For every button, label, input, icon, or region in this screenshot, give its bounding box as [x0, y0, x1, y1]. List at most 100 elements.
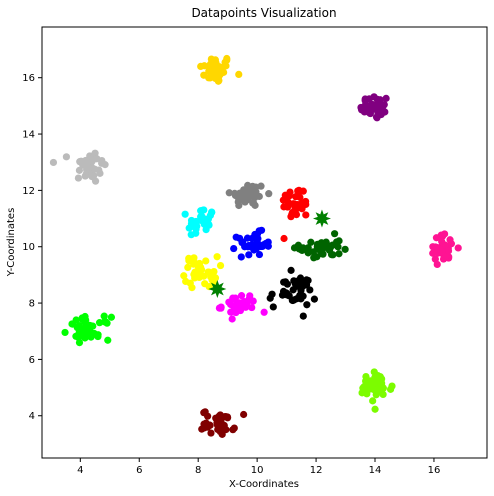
data-point [374, 100, 382, 109]
data-point [248, 303, 256, 312]
data-point [78, 314, 86, 322]
data-point [286, 188, 294, 196]
data-point [206, 60, 214, 69]
y-tick-label: 6 [29, 355, 35, 366]
data-point [307, 238, 315, 246]
data-point [228, 315, 236, 323]
data-point [215, 77, 223, 85]
data-point [95, 166, 103, 174]
data-point [250, 190, 258, 198]
data-point [322, 238, 330, 246]
x-tick-label: 10 [251, 465, 264, 476]
x-tick-label: 14 [369, 465, 382, 476]
data-point [283, 194, 291, 203]
plot-area [49, 54, 462, 438]
y-tick-label: 16 [22, 73, 35, 84]
data-point [433, 260, 441, 269]
data-point [309, 248, 318, 256]
plot-frame [41, 26, 488, 459]
data-point [283, 202, 291, 211]
data-point [213, 70, 221, 78]
data-point [215, 412, 223, 420]
data-point [204, 268, 212, 276]
data-point [296, 276, 305, 285]
data-point [388, 382, 396, 390]
y-tick-label: 14 [22, 130, 35, 141]
data-point [239, 194, 247, 202]
data-point [202, 257, 210, 265]
data-point [206, 211, 214, 220]
x-tick-label: 12 [310, 465, 323, 476]
data-point [91, 149, 99, 157]
data-point [185, 224, 193, 232]
data-point [360, 383, 368, 391]
data-point [205, 221, 213, 229]
data-point [447, 240, 456, 248]
data-point [100, 312, 108, 320]
data-point [287, 213, 295, 221]
data-point [235, 70, 243, 78]
data-point [269, 303, 277, 311]
data-point [433, 243, 442, 252]
data-point [380, 100, 388, 109]
data-point [328, 241, 337, 249]
data-point [291, 203, 299, 211]
data-point [263, 239, 272, 247]
x-tick-label: 8 [195, 465, 201, 476]
data-point [368, 381, 376, 389]
data-point [181, 210, 189, 218]
data-point [232, 233, 240, 241]
data-point [291, 280, 299, 288]
y-tick-label: 12 [22, 186, 35, 197]
data-point [197, 212, 205, 221]
data-point [310, 295, 319, 303]
data-point [335, 250, 343, 258]
data-point [75, 322, 83, 330]
data-point [278, 291, 287, 299]
data-point [198, 206, 206, 214]
data-point [249, 199, 258, 207]
data-point [444, 247, 453, 255]
data-point [240, 301, 248, 309]
data-point [240, 410, 248, 419]
data-point [208, 276, 216, 284]
data-point [299, 312, 307, 320]
data-point [245, 251, 253, 259]
data-point [206, 421, 214, 429]
data-point [318, 249, 326, 257]
data-point [62, 153, 71, 161]
centroid-marker [312, 209, 331, 228]
data-point [49, 158, 58, 167]
data-point [331, 230, 339, 238]
data-point [230, 424, 238, 432]
data-point [365, 95, 373, 103]
data-point [184, 263, 192, 272]
data-point [369, 397, 377, 405]
x-axis-label: X-Coordinates [229, 479, 299, 490]
data-point [95, 319, 104, 327]
data-point [204, 412, 212, 420]
data-point [197, 62, 205, 70]
data-point [295, 186, 303, 194]
data-point [231, 304, 239, 312]
x-tick-label: 6 [136, 465, 142, 476]
data-point [200, 71, 208, 79]
data-point [379, 390, 387, 399]
data-point [79, 161, 87, 169]
data-point [216, 261, 225, 270]
data-point [248, 234, 256, 242]
data-point [292, 193, 300, 201]
data-point [287, 266, 295, 274]
data-point [357, 106, 366, 114]
data-point [234, 198, 242, 206]
data-point [205, 67, 213, 75]
data-point [253, 239, 261, 247]
centroid-marker [208, 279, 227, 298]
y-axis-label: Y-Coordinates [6, 208, 17, 278]
data-point [441, 230, 449, 238]
data-point [255, 250, 264, 259]
data-point [371, 405, 379, 413]
data-point [207, 429, 215, 437]
y-tick-label: 4 [29, 411, 35, 422]
